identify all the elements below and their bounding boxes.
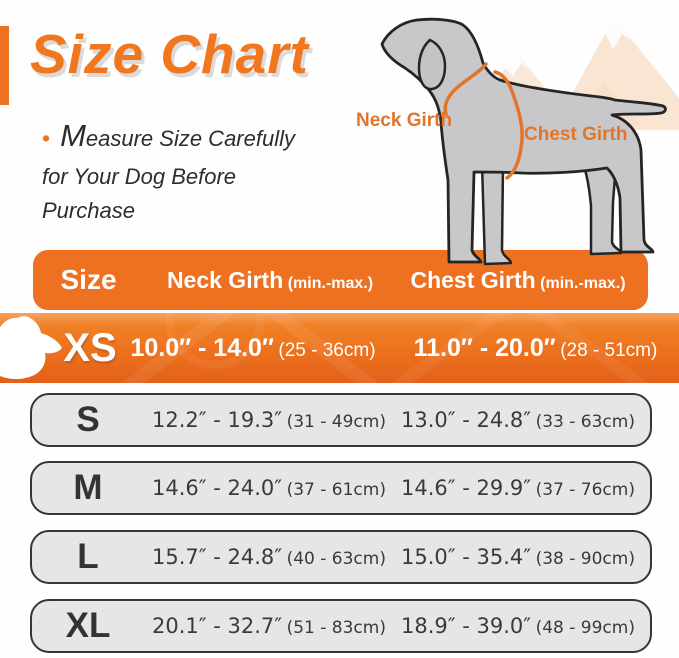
neck-inches-s: 12.2″ - 19.3″: [152, 408, 283, 432]
bullet-icon: •: [42, 125, 51, 151]
chest-inches-l: 15.0″ - 35.4″: [401, 545, 532, 569]
neck-inches-m: 14.6″ - 24.0″: [152, 476, 283, 500]
note-line-1: • Measure Size Carefully: [42, 112, 347, 160]
chest-inches-s: 13.0″ - 24.8″: [401, 408, 532, 432]
note-lead-letter: M: [60, 118, 86, 153]
chest-cm-xl: (48 - 99cm): [535, 618, 635, 638]
neck-cell-xl: 20.1″ - 32.7″ (51 - 83cm): [144, 614, 394, 638]
chest-cell-xs: 11.0″ - 20.0″ (28 - 51cm): [378, 334, 679, 363]
note-line-3: Purchase: [42, 198, 135, 224]
size-row-l: L 15.7″ - 24.8″ (40 - 63cm) 15.0″ - 35.4…: [30, 530, 652, 584]
dog-far-front-leg: [474, 162, 513, 266]
chest-cm-xs: (28 - 51cm): [560, 339, 658, 361]
neck-inches-xs: 10.0″ - 14.0″: [130, 333, 274, 362]
band-mountain-watermark-icon: [121, 313, 650, 383]
size-cell-s: S: [76, 400, 100, 439]
dog-measurement-diagram: Neck Girth Chest Girth: [333, 2, 678, 268]
neck-cell-l: 15.7″ - 24.8″ (40 - 63cm): [144, 545, 394, 569]
chest-girth-line: [493, 70, 524, 180]
size-row-xs-highlighted: XS 10.0″ - 14.0″ (25 - 36cm) 11.0″ - 20.…: [0, 313, 679, 383]
note-line-1-text: easure Size Carefully: [85, 126, 295, 151]
neck-cm-s: (31 - 49cm): [286, 412, 386, 432]
neck-cell-xs: 10.0″ - 14.0″ (25 - 36cm): [128, 334, 378, 363]
header-chest-girth: Chest Girth (min.-max.): [396, 267, 640, 294]
dog-silhouette-illustration: [380, 17, 667, 266]
chest-inches-m: 14.6″ - 29.9″: [401, 476, 532, 500]
size-row-m: M 14.6″ - 24.0″ (37 - 61cm) 14.6″ - 29.9…: [30, 461, 652, 515]
header-size: Size: [60, 264, 117, 295]
neck-cm-l: (40 - 63cm): [286, 549, 386, 569]
dog-ear: [417, 38, 447, 91]
neck-cell-s: 12.2″ - 19.3″ (31 - 49cm): [144, 408, 394, 432]
size-row-s: S 12.2″ - 19.3″ (31 - 49cm) 13.0″ - 24.8…: [30, 393, 652, 447]
header-neck-girth-title: Neck Girth: [166, 266, 284, 293]
chest-cell-m: 14.6″ - 29.9″ (37 - 76cm): [394, 476, 642, 500]
neck-cm-m: (37 - 61cm): [286, 480, 386, 500]
chest-inches-xs: 11.0″ - 20.0″: [413, 333, 556, 362]
dog-head-watermark-icon: [0, 316, 62, 380]
chest-cm-s: (33 - 63cm): [535, 412, 635, 432]
chest-cell-s: 13.0″ - 24.8″ (33 - 63cm): [394, 408, 642, 432]
chest-girth-label: Chest Girth: [524, 124, 628, 145]
chest-cm-m: (37 - 76cm): [535, 480, 635, 500]
size-cell-xl: XL: [65, 606, 111, 645]
chest-cell-l: 15.0″ - 35.4″ (38 - 90cm): [394, 545, 642, 569]
neck-inches-l: 15.7″ - 24.8″: [152, 545, 283, 569]
dog-body: [380, 17, 667, 264]
neck-cell-m: 14.6″ - 24.0″ (37 - 61cm): [144, 476, 394, 500]
page-title: Size Chart: [30, 23, 309, 85]
chest-inches-xl: 18.9″ - 39.0″: [401, 614, 532, 638]
header-chest-girth-unit: (min.-max.): [540, 274, 626, 292]
chest-cm-l: (38 - 90cm): [535, 549, 635, 569]
size-row-xl: XL 20.1″ - 32.7″ (51 - 83cm) 18.9″ - 39.…: [30, 599, 652, 653]
header-neck-girth-unit: (min.-max.): [287, 274, 374, 292]
size-cell-m: M: [73, 468, 103, 507]
title-accent-bar: [0, 26, 9, 105]
neck-cm-xs: (25 - 36cm): [278, 339, 376, 361]
neck-inches-xl: 20.1″ - 32.7″: [152, 614, 283, 638]
header-neck-girth: Neck Girth (min.-max.): [144, 267, 396, 294]
header-chest-girth-title: Chest Girth: [410, 266, 536, 293]
note-line-2: for Your Dog Before: [42, 164, 237, 190]
chest-cell-xl: 18.9″ - 39.0″ (48 - 99cm): [394, 614, 642, 638]
measure-note: • Measure Size Carefully for Your Dog Bef…: [42, 112, 347, 228]
table-header-row: Size Neck Girth (min.-max.) Chest Girth …: [33, 250, 648, 310]
size-cell-l: L: [77, 537, 99, 576]
size-cell-xs: XS: [63, 325, 117, 370]
neck-girth-line: [443, 62, 488, 116]
neck-cm-xl: (51 - 83cm): [286, 618, 386, 638]
neck-girth-label: Neck Girth: [356, 110, 453, 131]
